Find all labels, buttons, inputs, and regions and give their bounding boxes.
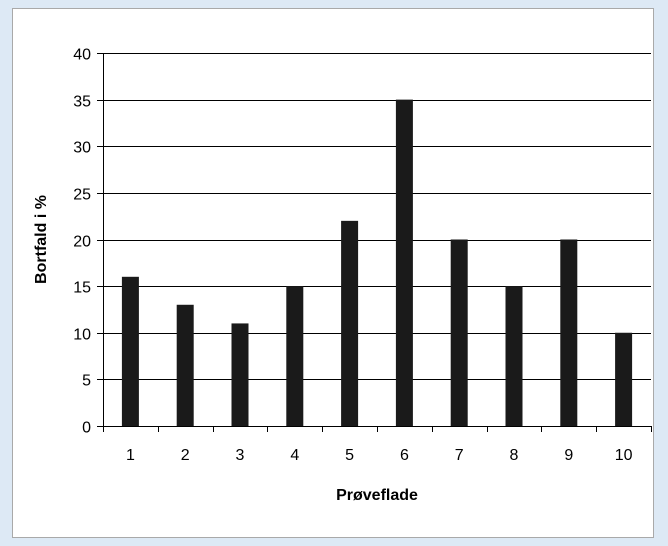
x-tick-label: 4 xyxy=(290,447,299,464)
x-tick-label: 7 xyxy=(455,447,464,464)
bar xyxy=(286,286,304,426)
y-tick-labels: 0 5 10 15 20 25 30 35 40 xyxy=(73,47,91,437)
x-tick-label: 9 xyxy=(564,447,573,464)
bar xyxy=(615,332,633,426)
bar xyxy=(450,239,468,426)
y-tick-label: 40 xyxy=(73,47,91,64)
y-axis-label: Bortfald i % xyxy=(33,195,50,284)
bar xyxy=(505,286,523,426)
y-tick-label: 20 xyxy=(73,234,91,251)
x-tick-label: 10 xyxy=(615,447,633,464)
x-tick-labels: 1 2 3 4 5 6 7 8 9 10 xyxy=(126,447,633,464)
bar xyxy=(121,276,139,426)
bar xyxy=(231,323,249,426)
bar xyxy=(341,220,359,426)
x-axis-label: Prøveflade xyxy=(336,487,418,504)
y-tick-label: 25 xyxy=(73,187,91,204)
x-tick-label: 5 xyxy=(345,447,354,464)
y-tick-label: 5 xyxy=(82,373,91,390)
bar xyxy=(395,99,413,426)
bar xyxy=(176,304,194,426)
x-tick-label: 6 xyxy=(400,447,409,464)
chart-frame xyxy=(12,8,654,538)
y-tick-label: 10 xyxy=(73,327,91,344)
x-tick-label: 3 xyxy=(236,447,245,464)
grid-lines xyxy=(103,53,651,380)
y-tick-label: 30 xyxy=(73,140,91,157)
axes xyxy=(97,53,652,432)
y-tick-label: 0 xyxy=(82,420,91,437)
x-tick-label: 2 xyxy=(181,447,190,464)
x-tick-label: 1 xyxy=(126,447,135,464)
bar xyxy=(560,239,578,426)
bars xyxy=(121,99,633,426)
x-tick-label: 8 xyxy=(510,447,519,464)
y-tick-label: 35 xyxy=(73,94,91,111)
y-tick-label: 15 xyxy=(73,280,91,297)
